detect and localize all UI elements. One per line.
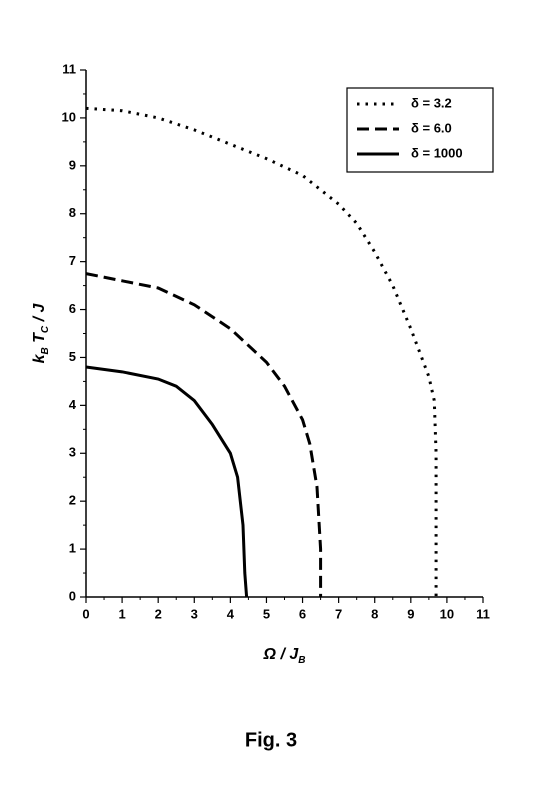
y-tick-label: 5 (69, 349, 76, 364)
series-line (85, 365, 249, 598)
y-tick-label: 3 (69, 445, 76, 460)
x-tick-label: 0 (82, 606, 89, 621)
x-tick-label: 3 (191, 606, 198, 621)
y-tick-label: 2 (69, 493, 76, 508)
y-axis-label-part: / J (31, 302, 48, 325)
y-tick-label: 6 (69, 301, 76, 316)
x-tick-label: 9 (407, 606, 414, 621)
x-axis-label: Ω / JB (263, 646, 306, 666)
y-tick-label: 4 (69, 397, 77, 412)
legend-box (346, 87, 494, 173)
y-axis-label-part: k (31, 353, 48, 363)
y-tick-label: 0 (69, 588, 76, 603)
y-axis-label-part: T (31, 332, 48, 347)
series-line (85, 272, 323, 597)
x-tick-label: 5 (263, 606, 270, 621)
y-axis-label: kB TC / J (31, 302, 51, 363)
y-tick-label: 9 (69, 157, 76, 172)
y-tick-label: 1 (69, 541, 76, 556)
x-tick-label: 6 (299, 606, 306, 621)
x-tick-label: 1 (118, 606, 125, 621)
legend-label: δ = 1000 (411, 145, 463, 160)
x-tick-label: 7 (335, 606, 342, 621)
x-tick-label: 2 (155, 606, 162, 621)
y-axis-label-sub: B (40, 347, 51, 354)
x-tick-label: 11 (476, 606, 490, 621)
y-tick-label: 11 (62, 61, 76, 76)
x-axis-label-sub: B (298, 655, 305, 666)
caption: Fig. 3 (245, 729, 297, 751)
x-tick-label: 4 (227, 606, 235, 621)
x-tick-label: 10 (440, 606, 454, 621)
series-line (85, 106, 438, 597)
y-tick-label: 8 (69, 205, 76, 220)
y-axis-label-sub: C (40, 325, 51, 333)
legend-label: δ = 6.0 (411, 120, 452, 135)
x-tick-label: 8 (371, 606, 378, 621)
y-tick-label: 7 (69, 253, 76, 268)
legend-label: δ = 3.2 (411, 95, 452, 110)
x-axis-label-part: Ω / J (263, 646, 300, 663)
y-tick-label: 10 (62, 109, 76, 124)
